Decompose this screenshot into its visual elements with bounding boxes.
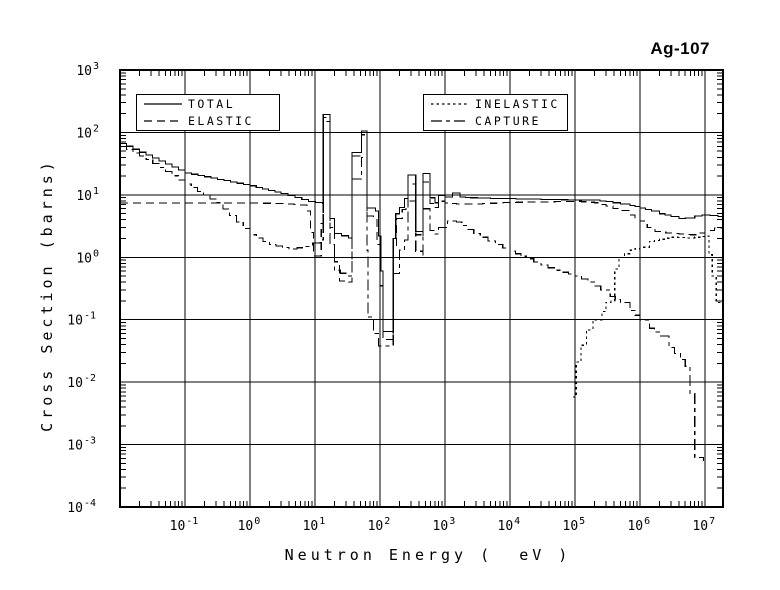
tick-label: 100 [238,516,261,534]
data-curves [120,113,723,461]
legend-label-elastic: ELASTIC [188,113,254,128]
plot-frame [119,69,724,508]
grid-lines [120,69,723,508]
curve-capture [120,120,704,461]
tick-label: 10-1 [170,516,199,534]
legend-label-inelastic: INELASTIC [475,96,560,111]
tick-label: 102 [76,123,99,141]
total-line-sample-icon [144,102,182,105]
x-axis-tick-labels: 10-1 100 101 102 103 104 105 106 107 [170,516,716,534]
legend-entry-elastic: ELASTIC [137,112,279,129]
tick-label: 103 [76,61,99,79]
inelastic-line-sample-icon [431,102,469,105]
legend-label-total: TOTAL [188,96,236,111]
x-axis-label: Neutron Energy ( eV ) [284,546,572,564]
tick-label: 102 [368,516,391,534]
curve-total [120,113,723,332]
tick-label: 100 [76,248,99,266]
tick-label: 105 [563,516,586,534]
tick-label: 106 [627,516,650,534]
curve-inelastic [572,235,723,398]
tick-label: 101 [76,186,99,204]
tick-label: 10-2 [67,373,96,391]
tick-label: 103 [433,516,456,534]
legend-entry-capture: CAPTURE [424,112,567,129]
tick-label: 10-3 [67,436,96,454]
tick-label: 101 [303,516,326,534]
curve-elastic [120,116,723,341]
page-title: Ag-107 [650,39,710,58]
y-axis-label: Cross Section (barns) [38,158,56,432]
tick-label: 10-4 [67,498,96,516]
y-axis-tick-labels: 103 102 101 100 10-1 10-2 10-3 10-4 [67,61,99,516]
minor-ticks [120,70,723,507]
tick-label: 104 [498,516,521,534]
legend-label-capture: CAPTURE [475,113,541,128]
legend-box-right: INELASTIC CAPTURE [423,94,568,131]
tick-label: 10-1 [67,311,96,329]
elastic-line-sample-icon [144,119,182,122]
tick-label: 107 [692,516,715,534]
legend-entry-total: TOTAL [137,95,279,112]
legend-entry-inelastic: INELASTIC [424,95,567,112]
capture-line-sample-icon [431,119,469,122]
legend-box-left: TOTAL ELASTIC [136,94,280,131]
